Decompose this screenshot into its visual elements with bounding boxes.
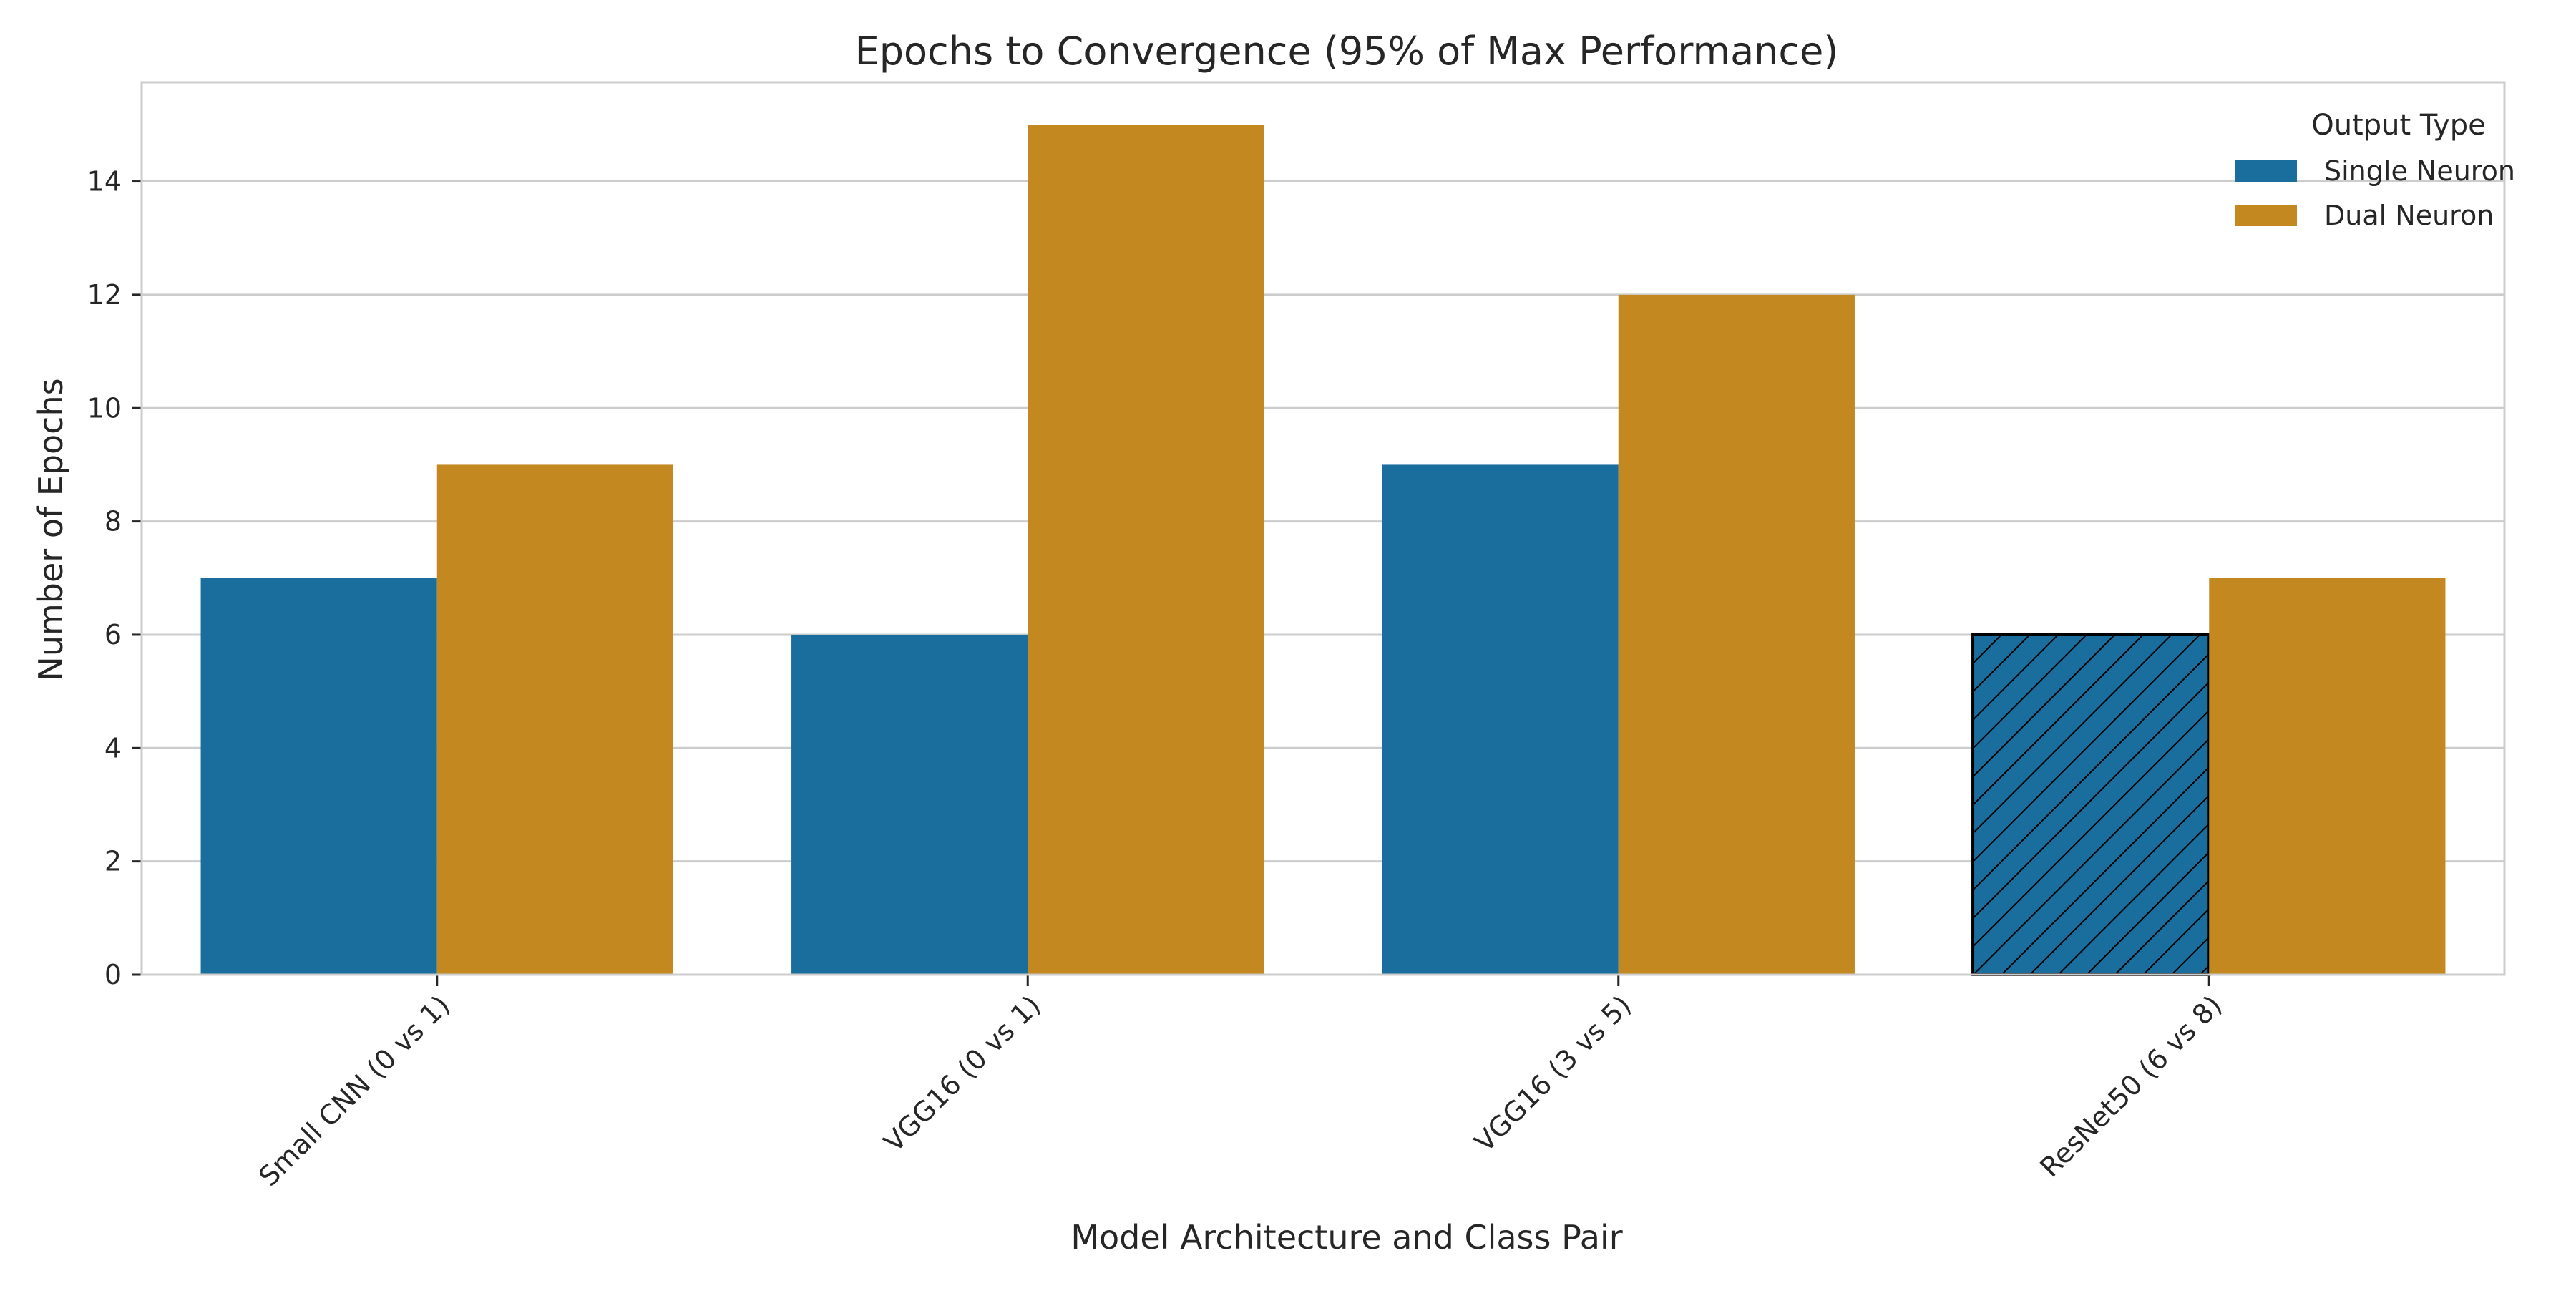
y-tick-label: 12 [87,279,122,311]
legend-swatch-single-neuron [2235,160,2297,182]
bar-dual-neuron-3 [2209,578,2446,975]
legend: Output Type Single Neuron Dual Neuron [2235,109,2515,231]
bar-dual-neuron-1 [1028,125,1264,975]
legend-title: Output Type [2311,109,2486,142]
x-tick-label: VGG16 (0 vs 1) [878,989,1047,1158]
bars [200,125,2446,976]
y-tick-label: 8 [104,506,122,537]
chart-title: Epochs to Convergence (95% of Max Perfor… [855,29,1839,74]
x-tick-label: Small CNN (0 vs 1) [253,989,456,1192]
legend-swatch-dual-neuron [2235,205,2297,226]
x-axis-label: Model Architecture and Class Pair [1070,1218,1622,1257]
bar-dual-neuron-0 [436,464,673,975]
x-tick-label: VGG16 (3 vs 5) [1468,989,1637,1158]
y-tick-label: 2 [104,846,122,877]
bar-dual-neuron-2 [1618,294,1855,975]
bar-single-neuron-0 [200,578,437,975]
y-tick-label: 6 [104,619,122,651]
y-tick-label: 10 [87,392,122,424]
y-tick-label: 0 [104,959,122,990]
legend-items: Single Neuron Dual Neuron [2235,155,2515,231]
y-tick-label: 4 [104,732,122,764]
plot-frame [140,81,2506,976]
y-tick-label: 14 [87,166,122,198]
legend-label: Single Neuron [2324,155,2515,187]
bar-single-neuron-2 [1382,464,1619,975]
y-axis-label: Number of Epochs [31,378,70,681]
x-tick-label: ResNet50 (6 vs 8) [2034,989,2228,1183]
bar-hatch-overlay [1971,633,2211,976]
axes [132,81,2506,986]
bar-single-neuron-1 [791,634,1028,975]
legend-label: Dual Neuron [2324,200,2494,231]
